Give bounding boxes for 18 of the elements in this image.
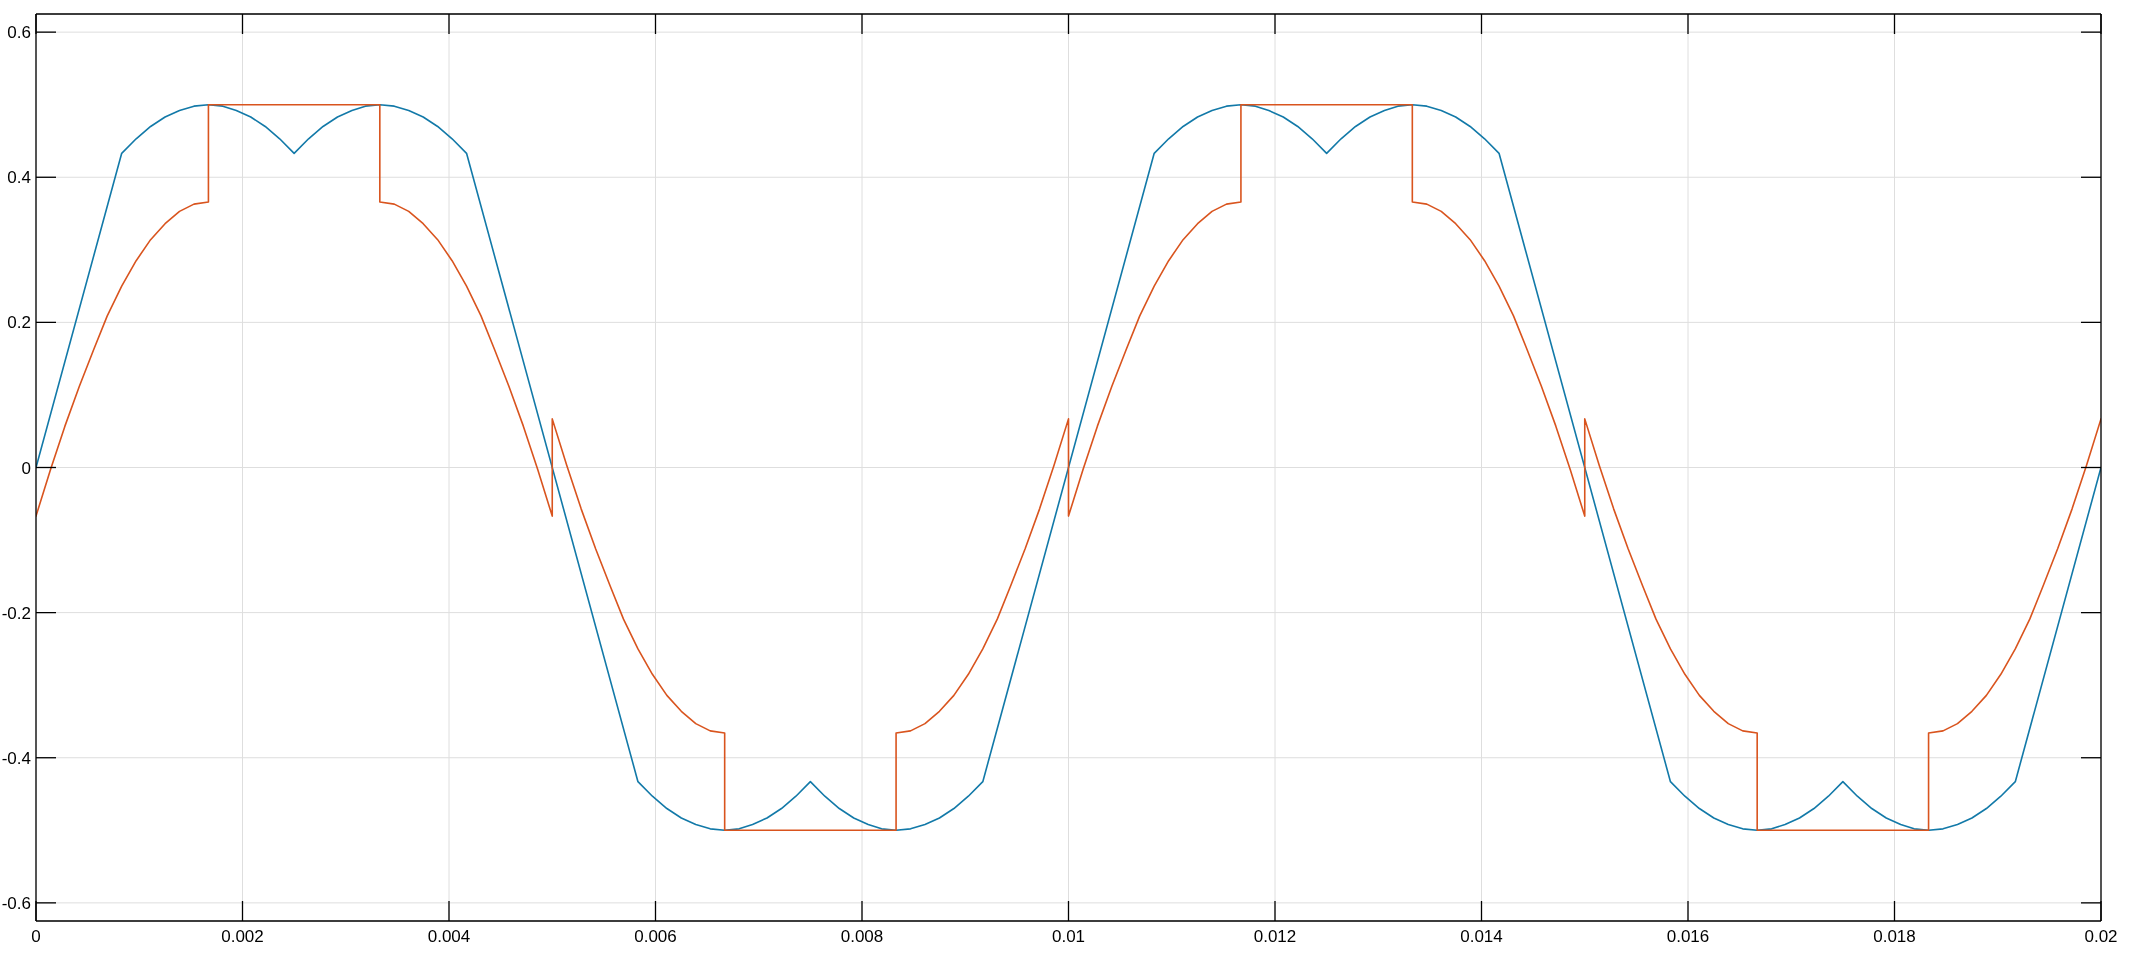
x-tick-label: 0.012 — [1253, 927, 1297, 947]
x-tick-label: 0.004 — [427, 927, 471, 947]
x-tick-label: 0.018 — [1873, 927, 1916, 947]
x-tick-label: 0.006 — [634, 927, 677, 947]
x-tick-label: 0.02 — [2084, 927, 2118, 947]
x-tick-label: 0.016 — [1666, 927, 1710, 947]
y-tick-label: -0.4 — [1, 748, 31, 768]
y-tick-label: 0 — [21, 458, 31, 478]
y-tick-label: -0.6 — [1, 893, 31, 913]
y-tick-label: 0.6 — [7, 23, 31, 43]
y-tick-label: 0.2 — [7, 313, 31, 333]
x-tick-label: 0.014 — [1460, 927, 1503, 947]
y-tick-label: 0.4 — [7, 168, 31, 188]
x-tick-label: 0.008 — [840, 927, 884, 947]
line-series — [36, 103, 2101, 832]
x-tick-label: 0.002 — [221, 927, 264, 947]
y-tick-label: -0.2 — [1, 603, 31, 623]
x-tick-label: 0.01 — [1051, 927, 1086, 947]
